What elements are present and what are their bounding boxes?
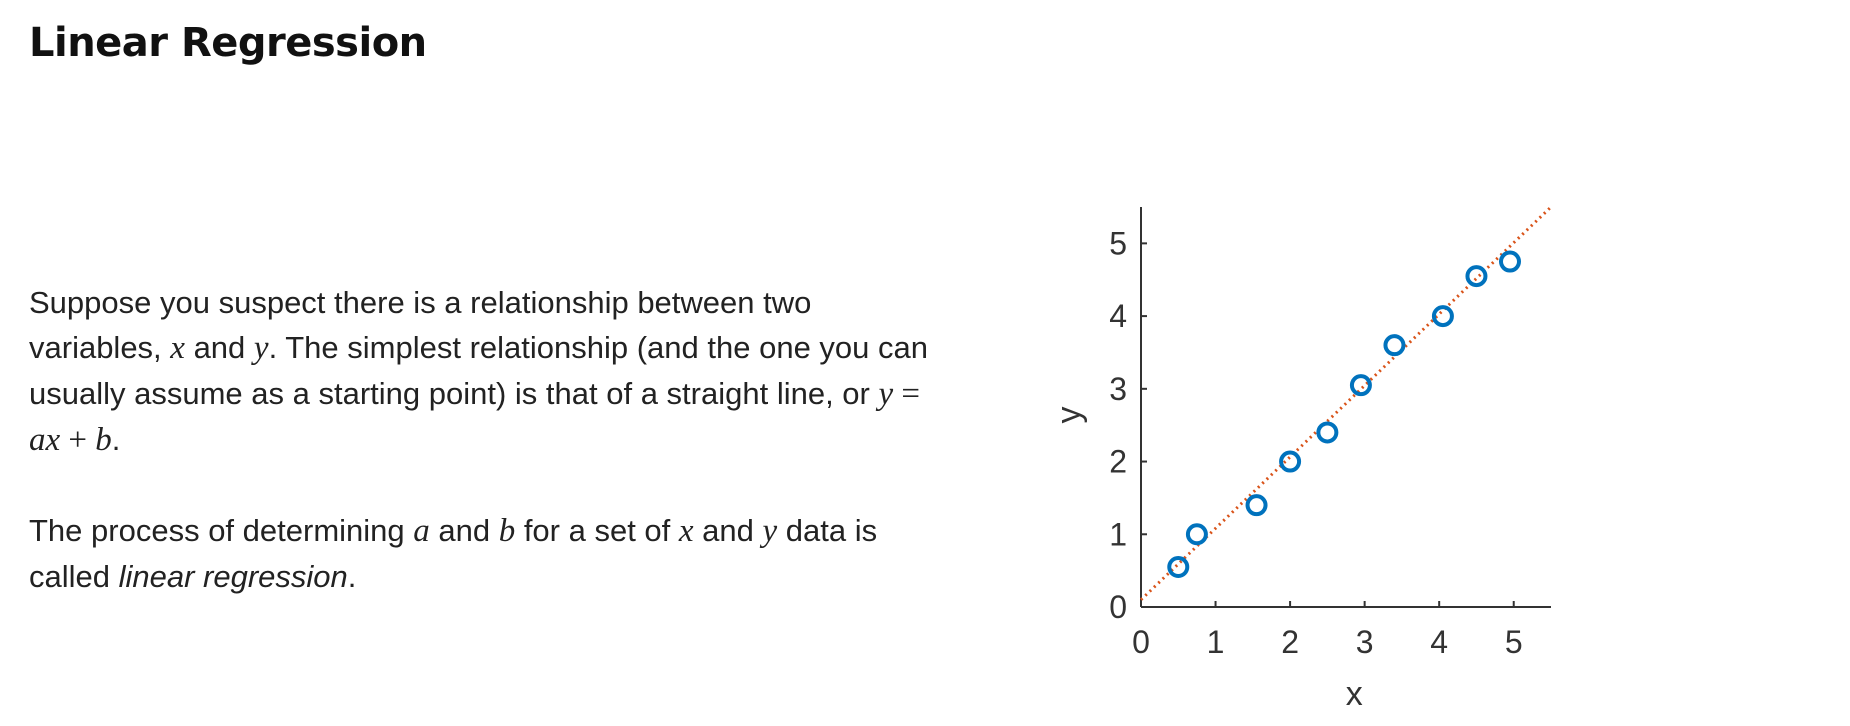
plot-area: 0 1 2 3 4 5 0 1 2 3 4 5 x y	[1050, 205, 1553, 713]
regression-line	[1139, 205, 1553, 601]
math-var-x: x	[170, 330, 185, 366]
math-var-y: y	[878, 376, 894, 412]
intro-text: Suppose you suspect there is a relations…	[29, 280, 949, 644]
text-segment: and	[184, 330, 254, 365]
y-tick-label: 0	[1109, 589, 1127, 625]
equation: y = ax + b	[29, 376, 921, 458]
data-point	[1383, 334, 1406, 357]
x-tick-label: 1	[1207, 624, 1225, 660]
text-segment: data is called	[29, 513, 878, 594]
text-segment: .	[347, 559, 357, 594]
page-title: Linear Regression	[29, 20, 427, 66]
paragraph-relationship: Suppose you suspect there is a relations…	[29, 280, 949, 463]
math-var-b: b	[498, 513, 516, 549]
text-segment: . The simplest relationship (and the one…	[29, 330, 928, 411]
data-point	[1349, 374, 1372, 397]
paragraph-definition: The process of determining a and b for a…	[29, 508, 949, 599]
data-point	[1499, 250, 1521, 273]
emphasis-term: linear regression	[118, 559, 348, 594]
math-var-y: y	[253, 330, 269, 366]
text-segment: The process of determining	[29, 513, 414, 548]
text-segment: for a set of	[515, 513, 679, 548]
y-axis-label: y	[1050, 407, 1088, 424]
math-var-y: y	[762, 513, 778, 549]
math-var-b: b	[95, 422, 112, 458]
y-tick-label: 5	[1109, 225, 1127, 261]
y-tick-label: 4	[1109, 298, 1127, 334]
text-segment: Suppose you suspect there is a relations…	[29, 285, 812, 365]
y-tick-label: 1	[1109, 516, 1127, 552]
math-var-a: a	[413, 513, 430, 549]
math-var-x: x	[45, 422, 61, 458]
x-axis-label: x	[1346, 675, 1363, 713]
x-tick-label: 4	[1430, 624, 1448, 660]
text-segment: and	[693, 513, 763, 548]
x-tick-label: 0	[1132, 624, 1150, 660]
y-tick-label: 2	[1109, 444, 1127, 480]
data-point	[1465, 265, 1488, 288]
data-point	[1167, 556, 1190, 578]
math-var-a: a	[29, 422, 46, 458]
x-tick-label: 3	[1356, 624, 1374, 660]
data-point	[1431, 305, 1454, 328]
x-tick-label: 2	[1281, 624, 1299, 660]
math-plus: +	[60, 422, 96, 458]
math-equals: =	[893, 376, 921, 412]
math-var-x: x	[678, 513, 694, 549]
text-segment: .	[111, 422, 121, 457]
x-tick-label: 5	[1505, 624, 1523, 660]
text-segment: and	[429, 513, 499, 548]
y-tick-label: 3	[1109, 371, 1127, 407]
data-point	[1279, 450, 1302, 473]
scatter-chart: 0 1 2 3 4 5 0 1 2 3 4 5 x y	[1050, 205, 1553, 713]
data-point	[1316, 421, 1339, 444]
data-point	[1185, 523, 1208, 546]
data-point	[1245, 494, 1268, 517]
